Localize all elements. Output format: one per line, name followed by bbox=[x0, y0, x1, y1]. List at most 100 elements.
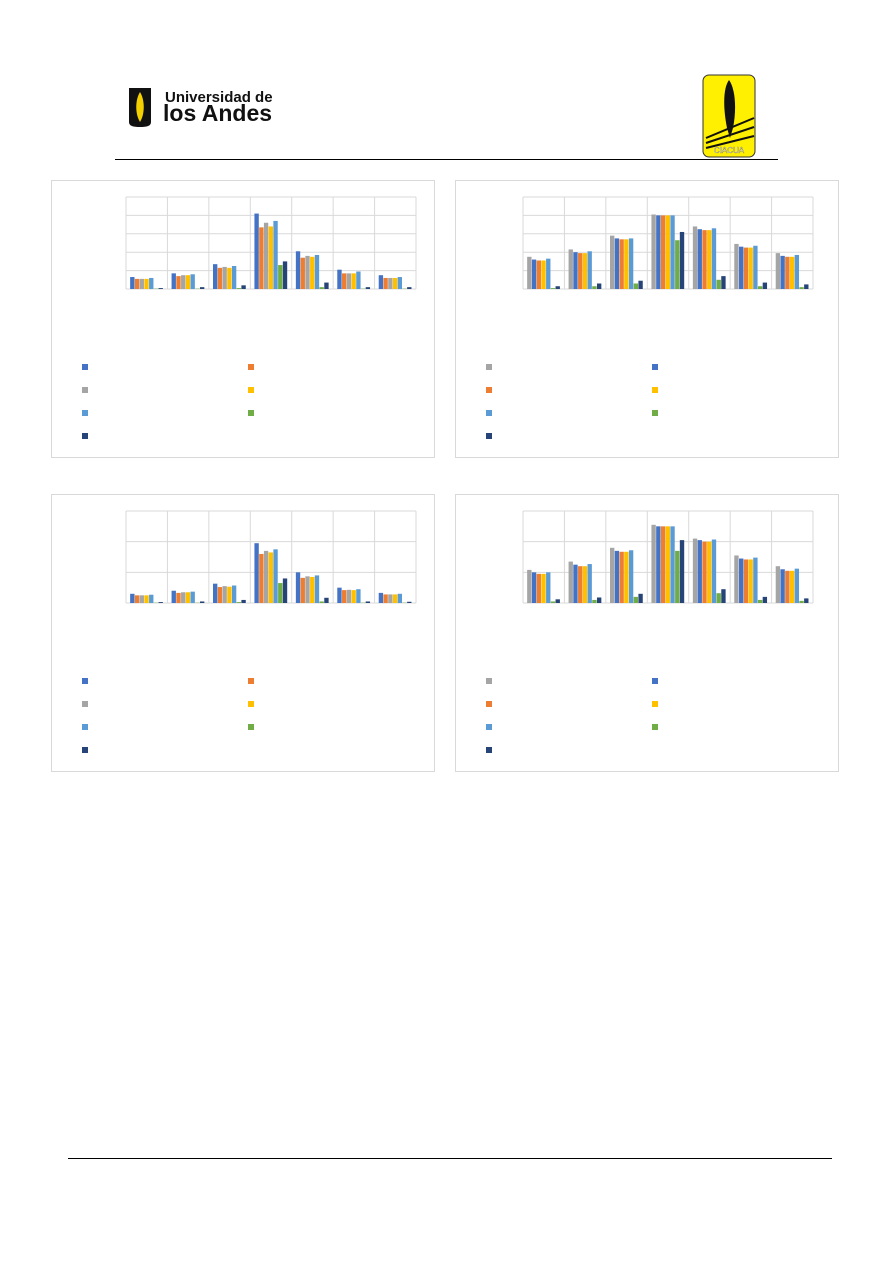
bar bbox=[324, 597, 329, 603]
bar bbox=[789, 256, 795, 289]
bar bbox=[775, 253, 781, 289]
bar bbox=[324, 282, 329, 289]
bar bbox=[592, 286, 597, 289]
bar bbox=[785, 570, 790, 603]
bar bbox=[619, 239, 624, 289]
bar bbox=[587, 251, 592, 289]
legend-marker bbox=[652, 701, 658, 707]
bar bbox=[383, 594, 388, 603]
bar bbox=[633, 596, 639, 603]
bar bbox=[638, 280, 643, 289]
bar bbox=[707, 230, 712, 289]
bar bbox=[351, 273, 356, 289]
bar bbox=[217, 587, 223, 603]
chart-frame bbox=[51, 494, 435, 772]
bar bbox=[278, 265, 283, 289]
legend-marker bbox=[486, 364, 492, 370]
bar bbox=[378, 275, 384, 289]
legend-marker bbox=[652, 364, 658, 370]
bar bbox=[633, 283, 639, 289]
bar bbox=[397, 277, 403, 289]
bar bbox=[134, 278, 140, 289]
bar bbox=[268, 552, 273, 603]
bar bbox=[697, 540, 702, 603]
bar bbox=[342, 590, 347, 603]
bar bbox=[171, 273, 176, 289]
bar bbox=[337, 269, 342, 289]
bar bbox=[711, 228, 717, 289]
bar bbox=[568, 561, 573, 603]
legend-marker bbox=[486, 433, 492, 439]
bar bbox=[213, 264, 218, 289]
chart bbox=[455, 494, 839, 772]
bar bbox=[227, 267, 232, 289]
bar bbox=[582, 566, 588, 603]
bar bbox=[190, 274, 195, 289]
bar bbox=[254, 213, 259, 289]
bar bbox=[670, 215, 675, 289]
bar bbox=[624, 551, 629, 603]
bar bbox=[273, 220, 278, 289]
bar bbox=[383, 277, 388, 289]
legend-marker bbox=[652, 678, 658, 684]
bar bbox=[139, 278, 144, 289]
bar bbox=[614, 550, 620, 603]
bar bbox=[346, 273, 352, 289]
bar bbox=[536, 260, 541, 289]
bar bbox=[780, 569, 785, 603]
bar bbox=[407, 601, 412, 603]
bar bbox=[365, 601, 371, 603]
bar bbox=[314, 254, 320, 289]
bar bbox=[300, 577, 305, 603]
bar bbox=[780, 255, 785, 289]
bar bbox=[300, 257, 305, 289]
bar bbox=[181, 592, 186, 603]
bar bbox=[144, 278, 149, 289]
bar bbox=[789, 570, 795, 603]
bar bbox=[794, 254, 800, 289]
bar bbox=[305, 576, 310, 603]
bar bbox=[555, 599, 560, 603]
bar bbox=[278, 583, 283, 603]
bar bbox=[711, 539, 717, 603]
legend-marker bbox=[82, 724, 88, 730]
bar bbox=[794, 568, 800, 603]
bar bbox=[527, 569, 532, 603]
bar bbox=[573, 564, 578, 603]
legend-marker bbox=[486, 678, 492, 684]
legend-marker bbox=[652, 724, 658, 730]
bar bbox=[190, 591, 195, 603]
bar bbox=[337, 587, 342, 603]
bar bbox=[263, 550, 269, 603]
bar bbox=[351, 590, 356, 603]
bar bbox=[213, 583, 218, 603]
legend-marker bbox=[486, 410, 492, 416]
bar bbox=[578, 253, 583, 289]
bar bbox=[675, 240, 680, 289]
chart bbox=[51, 180, 435, 458]
bar bbox=[185, 592, 191, 603]
legend-marker bbox=[248, 701, 254, 707]
ciacua-tree bbox=[724, 80, 736, 138]
bar bbox=[130, 277, 135, 289]
legend-marker bbox=[82, 701, 88, 707]
chart-frame bbox=[51, 180, 435, 458]
bar bbox=[753, 245, 758, 289]
bar bbox=[610, 547, 615, 603]
bar bbox=[702, 541, 707, 603]
bar bbox=[227, 586, 232, 603]
legend-marker bbox=[82, 678, 88, 684]
bar bbox=[660, 526, 666, 603]
bar bbox=[310, 256, 315, 289]
bar bbox=[282, 578, 288, 603]
bar bbox=[273, 549, 278, 603]
bar bbox=[610, 235, 615, 289]
bar bbox=[596, 597, 602, 603]
bar bbox=[757, 286, 763, 289]
university-name-line1: Universidad de bbox=[165, 89, 273, 106]
bar bbox=[268, 226, 273, 289]
bar bbox=[555, 286, 560, 289]
bar bbox=[762, 282, 768, 289]
bar bbox=[582, 253, 588, 289]
